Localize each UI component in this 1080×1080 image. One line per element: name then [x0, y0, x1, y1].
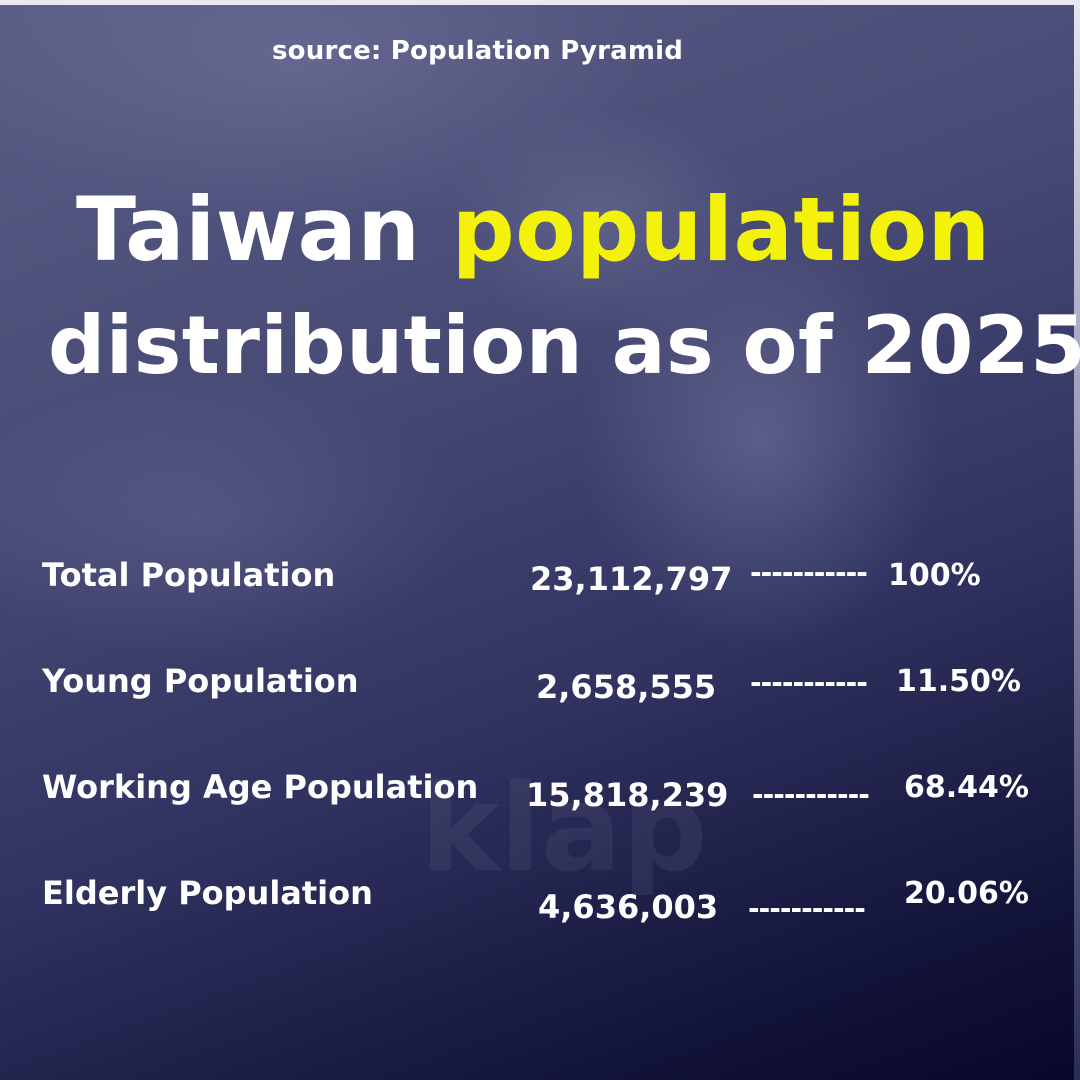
row-percent: 68.44%	[904, 770, 1029, 805]
row-percent: 11.50%	[896, 664, 1021, 699]
top-border	[0, 0, 1080, 5]
row-percent: 20.06%	[904, 876, 1029, 911]
row-elderly: Elderly Population 4,636,003 -----------…	[0, 874, 1080, 934]
row-label: Young Population	[42, 662, 359, 700]
row-label: Total Population	[42, 556, 336, 594]
title-highlight: population	[451, 178, 991, 281]
row-dashes: -----------	[748, 892, 866, 925]
row-percent: 100%	[888, 558, 981, 593]
right-border	[1074, 0, 1080, 1080]
row-young: Young Population 2,658,555 ----------- 1…	[0, 662, 1080, 722]
row-dashes: -----------	[750, 666, 868, 699]
source-text: source: Population Pyramid	[272, 36, 684, 66]
title-line-2: distribution as of 2025	[48, 299, 1080, 392]
watermark: klap	[420, 760, 708, 899]
title-word-taiwan: Taiwan	[76, 178, 452, 281]
row-value: 15,818,239	[526, 776, 729, 814]
row-label: Elderly Population	[42, 874, 373, 912]
row-total: Total Population 23,112,797 ----------- …	[0, 556, 1080, 616]
row-label: Working Age Population	[42, 768, 479, 806]
row-value: 4,636,003	[538, 888, 719, 926]
row-value: 23,112,797	[530, 560, 733, 598]
row-dashes: -----------	[750, 556, 868, 589]
title-line-1: Taiwan population	[76, 186, 1080, 274]
row-value: 2,658,555	[536, 668, 717, 706]
row-dashes: -----------	[752, 778, 870, 811]
row-working-age: Working Age Population 15,818,239 ------…	[0, 768, 1080, 828]
